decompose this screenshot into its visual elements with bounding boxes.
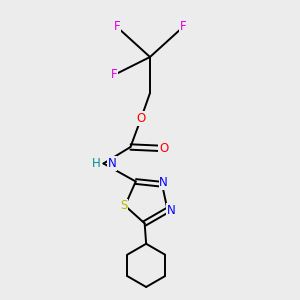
Text: F: F	[111, 68, 117, 82]
Text: N: N	[167, 204, 176, 217]
Text: O: O	[159, 142, 168, 155]
Text: F: F	[180, 20, 186, 34]
Text: N: N	[108, 157, 117, 170]
Text: N: N	[159, 176, 168, 189]
Text: O: O	[136, 112, 146, 125]
Text: S: S	[120, 199, 127, 212]
Text: H: H	[92, 157, 101, 170]
Text: F: F	[114, 20, 120, 34]
